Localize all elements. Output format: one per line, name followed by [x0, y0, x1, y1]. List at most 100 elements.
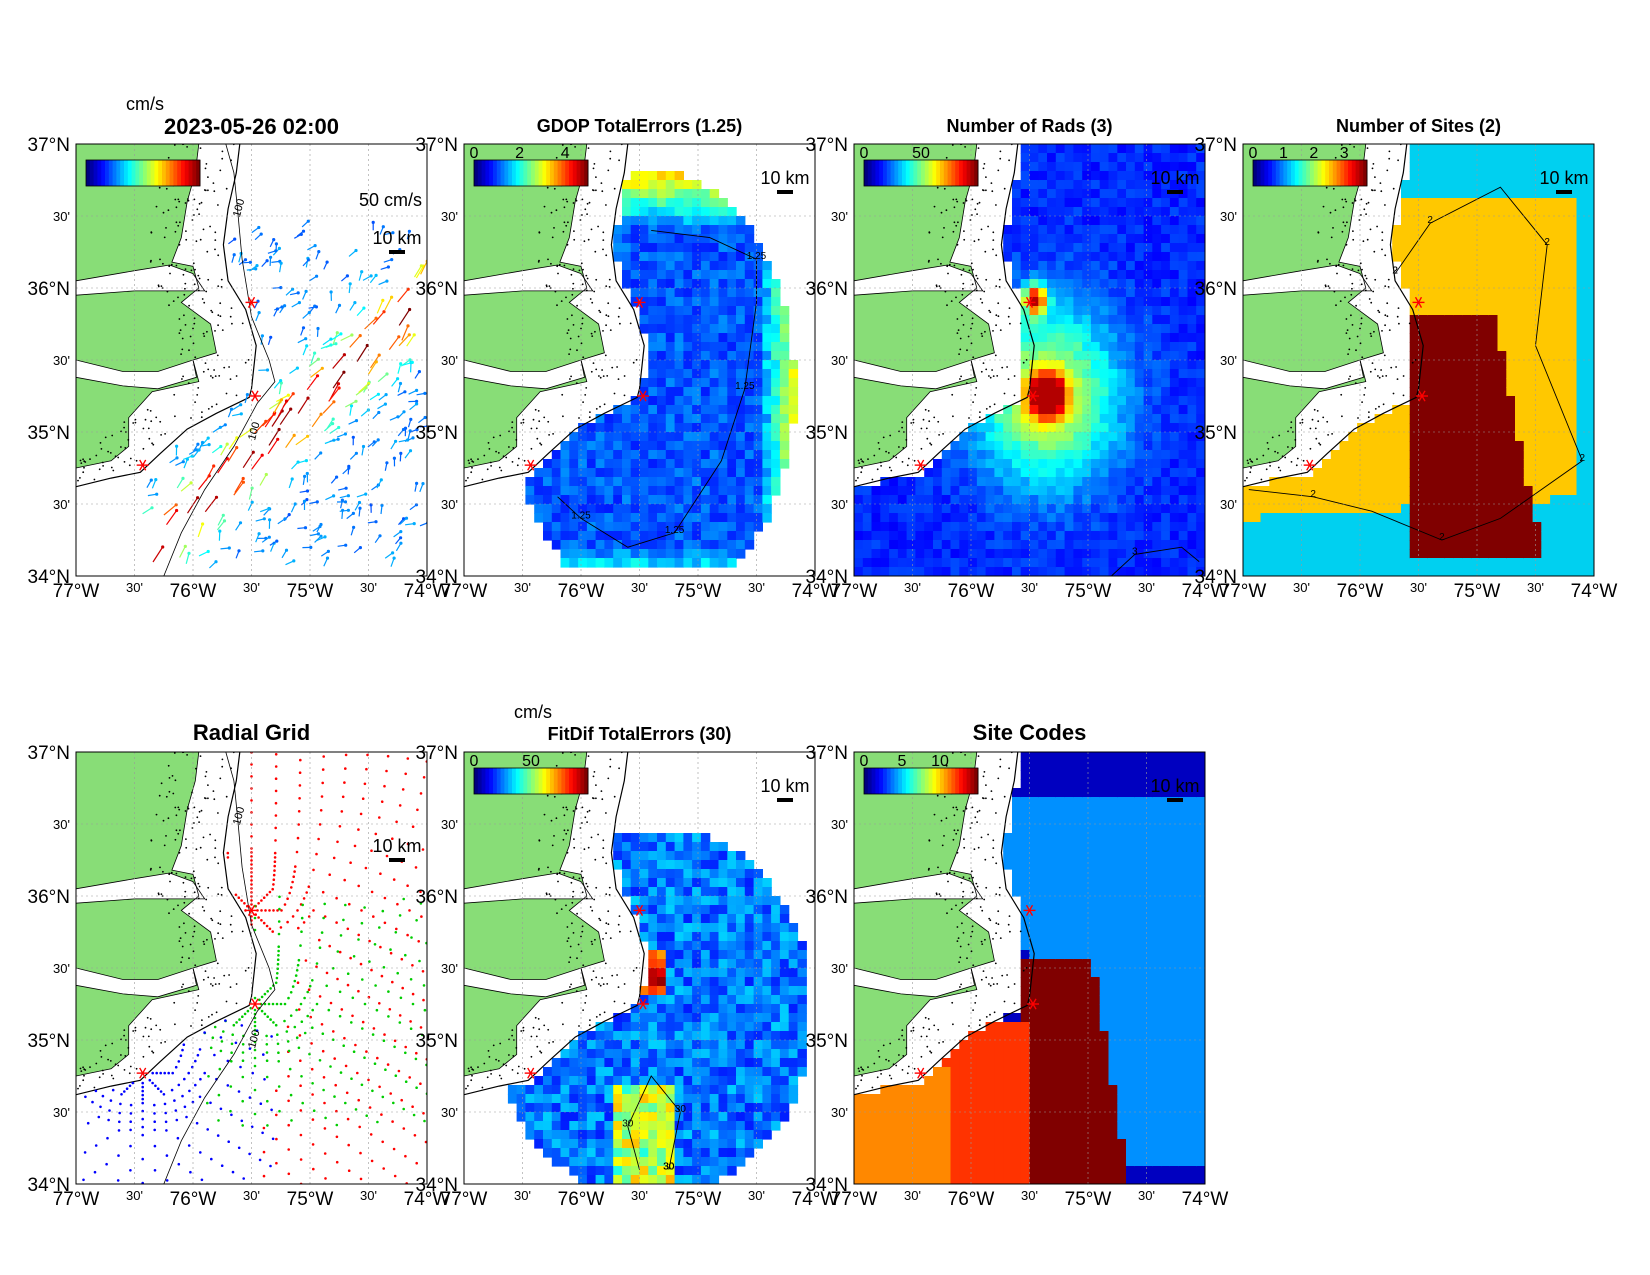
field-cell: [1541, 513, 1551, 523]
field-cell: [1082, 234, 1092, 244]
field-cell: [1427, 171, 1437, 181]
speckle: [1337, 263, 1340, 266]
field-cell: [683, 423, 693, 433]
field-cell: [622, 216, 632, 226]
field-cell: [657, 531, 667, 541]
field-cell: [1169, 513, 1180, 523]
field-cell: [1152, 225, 1162, 235]
field-cell: [1020, 288, 1031, 298]
field-cell: [1436, 315, 1446, 325]
field-cell: [950, 513, 960, 523]
field-cell: [648, 198, 658, 208]
field-cell: [1541, 234, 1551, 244]
field-cell: [1471, 189, 1481, 199]
field-cell: [1409, 171, 1420, 181]
field-cell: [1523, 189, 1534, 199]
speckle: [543, 416, 546, 419]
field-cell: [586, 540, 597, 550]
field-cell: [1169, 414, 1180, 424]
field-cell: [994, 504, 1004, 514]
field-cell: [1471, 360, 1481, 370]
field-cell: [1090, 198, 1101, 208]
field-cell: [1047, 405, 1057, 415]
field-cell: [1383, 495, 1393, 505]
field-cell: [1532, 216, 1542, 226]
speckle: [511, 426, 513, 429]
field-cell: [753, 378, 763, 388]
field-cell: [1418, 162, 1428, 172]
field-cell: [1541, 288, 1551, 298]
x-tick-label: 30': [748, 580, 765, 595]
field-cell: [994, 486, 1004, 496]
field-cell: [1020, 243, 1031, 253]
field-cell: [709, 216, 720, 226]
field-cell: [1532, 567, 1542, 576]
speckle: [217, 324, 220, 327]
field-cell: [744, 486, 755, 496]
field-cell: [1082, 225, 1092, 235]
field-cell: [1488, 144, 1499, 154]
speckle: [539, 442, 541, 445]
speckle: [1370, 335, 1373, 337]
field-cell: [1038, 468, 1048, 478]
field-cell: [762, 387, 772, 397]
field-cell: [1003, 513, 1013, 523]
field-cell: [1401, 450, 1411, 460]
field-cell: [1126, 405, 1136, 415]
field-cell: [1497, 189, 1507, 199]
vector-head: [385, 279, 389, 283]
field-cell: [1108, 198, 1118, 208]
field-cell: [595, 423, 605, 433]
field-cell: [683, 252, 693, 262]
field-cell: [1304, 540, 1314, 550]
speckle: [1267, 448, 1270, 450]
field-cell: [1099, 486, 1110, 496]
field-cell: [1383, 504, 1393, 514]
field-cell: [727, 324, 737, 334]
field-cell: [1278, 522, 1288, 532]
field-cell: [1444, 468, 1455, 478]
field-cell: [1436, 351, 1446, 361]
field-cell: [1090, 234, 1101, 244]
field-cell: [1099, 477, 1110, 487]
vector-head: [329, 343, 333, 347]
field-cell: [657, 216, 667, 226]
field-cell: [889, 513, 899, 523]
field-cell: [586, 549, 597, 559]
field-cell: [1169, 567, 1180, 576]
field-cell: [915, 540, 925, 550]
field-cell: [1365, 567, 1376, 576]
field-cell: [1374, 495, 1384, 505]
field-cell: [1152, 567, 1162, 576]
field-cell: [1243, 540, 1253, 550]
field-cell: [736, 405, 746, 415]
field-cell: [924, 468, 934, 478]
field-cell: [700, 324, 711, 334]
field-cell: [1064, 279, 1074, 289]
field-cell: [1357, 522, 1367, 532]
field-cell: [683, 378, 693, 388]
field-cell: [1427, 405, 1437, 415]
field-cell: [1453, 450, 1463, 460]
field-cell: [1064, 180, 1074, 190]
field-cell: [586, 468, 597, 478]
speckle: [553, 227, 555, 229]
field-cell: [1427, 378, 1437, 388]
field-cell: [1108, 540, 1118, 550]
vector-head: [200, 440, 205, 445]
field-cell: [959, 504, 969, 514]
field-cell: [1143, 270, 1153, 280]
site-marker-stroke: [917, 459, 925, 471]
field-cell: [762, 306, 772, 316]
field-cell: [665, 522, 676, 532]
field-cell: [613, 504, 623, 514]
field-cell: [1409, 405, 1420, 415]
speckle: [580, 327, 582, 330]
field-cell: [1047, 567, 1057, 576]
field-cell: [994, 513, 1004, 523]
field-cell: [1020, 549, 1031, 559]
field-cell: [976, 459, 987, 469]
field-cell: [718, 405, 728, 415]
field-cell: [709, 450, 720, 460]
field-cell: [1090, 540, 1101, 550]
